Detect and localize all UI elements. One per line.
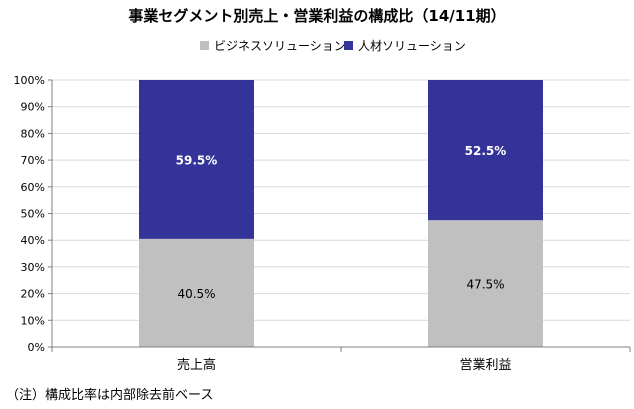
- bar-1-series-2: [139, 80, 254, 239]
- y-axis: 0% 10% 20% 30% 40% 50% 60% 70% 80% 90% 100%: [14, 74, 53, 354]
- y-tick-label: 20%: [21, 288, 45, 301]
- x-axis: 売上高 営業利益: [51, 346, 631, 373]
- bar-1-series-1: [139, 238, 254, 347]
- y-tick-label: 40%: [21, 234, 45, 247]
- y-tick-label: 100%: [14, 74, 45, 87]
- bar-2-series-2: [428, 80, 543, 221]
- bars: 40.5% 59.5% 47.5% 52.5%: [139, 80, 543, 347]
- y-tick-label: 0%: [28, 341, 45, 354]
- data-label: 59.5%: [176, 153, 218, 167]
- data-label: 52.5%: [465, 144, 507, 158]
- data-label: 40.5%: [177, 287, 215, 301]
- x-category-label: 営業利益: [459, 357, 511, 373]
- y-tick-label: 30%: [21, 261, 45, 274]
- data-label: 47.5%: [466, 278, 504, 292]
- y-tick-label: 50%: [21, 208, 45, 221]
- bar-2-series-1: [428, 220, 543, 347]
- y-tick-label: 90%: [21, 101, 45, 114]
- x-category-label: 売上高: [177, 357, 216, 373]
- y-tick-label: 10%: [21, 314, 45, 327]
- footnote: （注）構成比率は内部除去前ベース: [6, 388, 214, 403]
- chart: 事業セグメント別売上・営業利益の構成比（14/11期） ビジネスソリューション人…: [14, 7, 631, 373]
- legend: ビジネスソリューション 人材ソリューション: [200, 39, 466, 53]
- y-tick-label: 80%: [21, 127, 45, 140]
- gridlines: [52, 79, 630, 321]
- legend-label-2: 人材ソリューション: [358, 39, 466, 53]
- y-tick-label: 60%: [21, 181, 45, 194]
- legend-swatch-2: [344, 41, 353, 50]
- legend-swatch-1: [200, 41, 209, 50]
- y-tick-label: 70%: [21, 154, 45, 167]
- legend-label-1: ビジネスソリューション: [214, 39, 346, 53]
- chart-title: 事業セグメント別売上・営業利益の構成比（14/11期）: [128, 7, 505, 25]
